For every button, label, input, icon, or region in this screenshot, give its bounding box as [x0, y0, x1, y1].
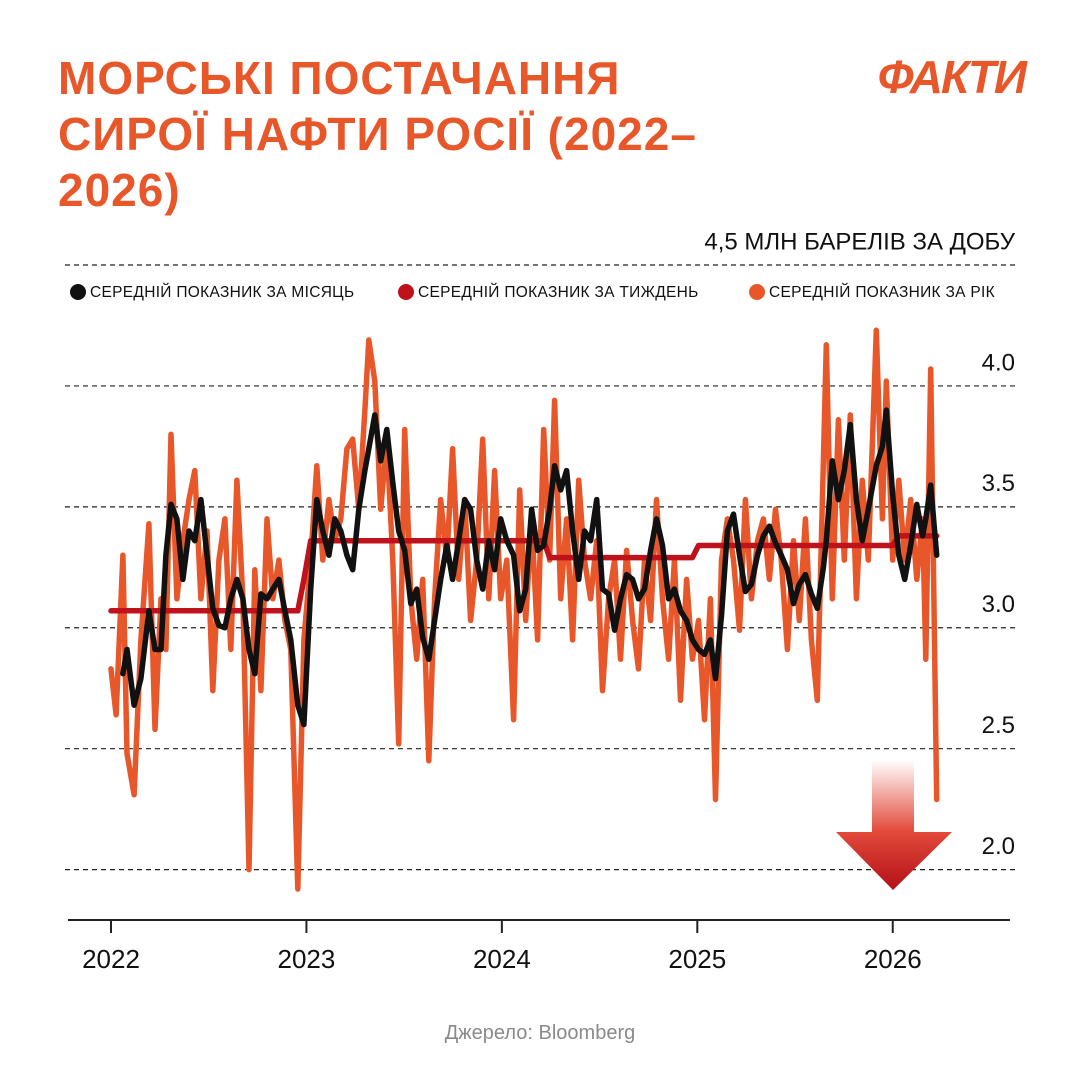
legend-marker [398, 284, 414, 300]
x-tick-label: 2024 [473, 944, 531, 974]
x-tick-label: 2023 [278, 944, 336, 974]
series-line [120, 407, 940, 728]
legend-label: СЕРЕДНІЙ ПОКАЗНИК ЗА МІСЯЦЬ [90, 283, 354, 301]
grid: 2.0 2.5 3.0 3.5 4.0 4,5 МЛН БАРЕЛІВ ЗА ДОБУ [65, 228, 1016, 871]
legend-label: СЕРЕДНІЙ ПОКАЗНИК ЗА ТИЖДЕНЬ [418, 283, 699, 301]
plot [108, 327, 940, 892]
x-tick-label: 2026 [864, 944, 922, 974]
y-tick-label: 4,5 МЛН БАРЕЛІВ ЗА ДОБУ [704, 228, 1015, 255]
y-tick-label: 3.5 [982, 470, 1015, 497]
legend-marker [749, 284, 765, 300]
logo: ФАКТИ [877, 51, 1027, 103]
source: Джерело: Bloomberg [444, 1022, 636, 1044]
x-tick-label: 2025 [668, 944, 726, 974]
legend-label: СЕРЕДНІЙ ПОКАЗНИК ЗА РІК [769, 283, 995, 301]
title: МОРСЬКІ ПОСТАЧАННЯ СИРОЇ НАФТИ РОСІЇ (20… [58, 52, 697, 216]
y-tick-label: 2.0 [982, 833, 1015, 860]
legend-marker [70, 284, 86, 300]
y-tick-label: 4.0 [982, 349, 1015, 376]
y-tick-label: 3.0 [982, 591, 1015, 618]
x-tick-label: 2022 [82, 944, 140, 974]
y-tick-label: 2.5 [982, 712, 1015, 739]
chart: 2.0 2.5 3.0 3.5 4.0 4,5 МЛН БАРЕЛІВ ЗА ДОБУ 2… [65, 228, 1016, 974]
down-arrow [836, 760, 952, 890]
